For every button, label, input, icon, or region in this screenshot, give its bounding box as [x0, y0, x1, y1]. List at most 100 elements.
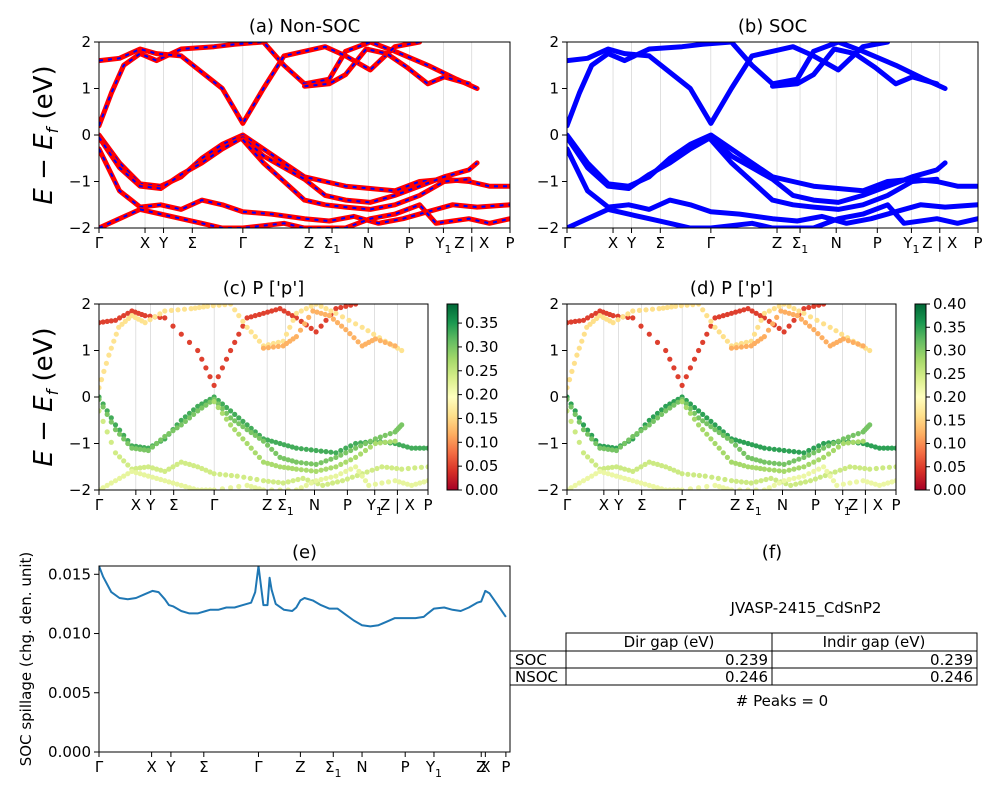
projection-point [757, 444, 763, 450]
projection-point [656, 306, 662, 312]
projection-point [737, 461, 743, 467]
projection-point [712, 422, 718, 428]
panel-e-xticks: Γ X Y Σ Γ Z Σ1 N P Y1 ZX P [95, 752, 510, 780]
projection-point [576, 415, 582, 421]
projection-point [791, 317, 797, 323]
projection-point [798, 480, 804, 486]
xtick-label: P [343, 496, 352, 514]
projection-point [716, 445, 722, 451]
ytick-label: −2 [69, 219, 91, 237]
projection-point [293, 334, 299, 340]
projection-point [223, 356, 230, 362]
projection-point [199, 487, 205, 490]
projection-point [753, 443, 759, 449]
projection-point [158, 467, 164, 473]
projection-point [228, 422, 234, 428]
projection-point [798, 316, 805, 322]
panel-c-points [99, 304, 428, 490]
projection-point [572, 411, 578, 417]
projection-point [659, 411, 665, 417]
projection-point [100, 485, 106, 490]
projection-point [700, 411, 706, 417]
projection-point [240, 318, 246, 324]
xtick-label: Γ [239, 234, 248, 252]
projection-point [758, 317, 764, 323]
projection-point [236, 431, 242, 437]
projection-point [771, 467, 777, 473]
projection-point [260, 487, 267, 490]
projection-point [704, 483, 710, 490]
projection-point [244, 482, 250, 488]
projection-point [298, 446, 304, 452]
projection-point [362, 440, 369, 447]
band-line-soc-overlay [99, 203, 510, 228]
projection-point [638, 323, 644, 329]
band-line [567, 42, 891, 126]
projection-point [289, 444, 295, 450]
projection-point [195, 408, 201, 414]
projection-point [248, 329, 254, 335]
projection-point [646, 422, 652, 428]
projection-point [117, 431, 123, 437]
projection-point [232, 427, 238, 433]
projection-point [219, 486, 225, 490]
panel-b-yticks: 2 1 0 −1 −2 [537, 33, 567, 237]
projection-point [137, 471, 143, 477]
projection-point [659, 407, 665, 413]
projection-point [396, 479, 402, 485]
projection-point [191, 411, 197, 417]
xtick-label: Z [476, 758, 486, 776]
ytick-label: 0.000 [48, 743, 91, 761]
projection-point [585, 454, 591, 460]
projection-point [748, 480, 754, 486]
projection-point [273, 450, 279, 456]
projection-point [761, 445, 768, 451]
projection-point [660, 305, 666, 311]
projection-point [737, 487, 743, 490]
projection-point [192, 305, 198, 311]
projection-point [761, 487, 767, 490]
ytick-label: 1 [549, 80, 559, 98]
projection-point [675, 469, 681, 475]
projection-point [116, 324, 122, 330]
projection-point [728, 438, 735, 444]
projection-point [222, 304, 228, 308]
projection-point [567, 487, 570, 490]
projection-point [215, 404, 221, 411]
projection-point [643, 307, 649, 313]
projection-point [835, 438, 842, 444]
projection-point [811, 450, 817, 456]
panel-c-colorbar [446, 303, 459, 491]
xtick-label: P [891, 496, 900, 514]
projection-point [121, 458, 127, 464]
projection-point [743, 343, 749, 349]
projection-point [338, 447, 344, 454]
table-title: JVASP-2415_CdSnP2 [730, 599, 882, 618]
projection-point [720, 432, 726, 438]
projection-point [348, 447, 354, 454]
projection-point [630, 315, 636, 321]
projection-point [425, 478, 428, 484]
projection-point [112, 450, 119, 456]
projection-point [691, 410, 698, 416]
projection-point [610, 320, 616, 326]
panel-b-bands [567, 42, 978, 228]
projection-point [223, 472, 229, 478]
projection-point [362, 478, 369, 484]
projection-point [847, 464, 853, 470]
projection-point [822, 472, 828, 479]
projection-point [613, 447, 620, 454]
projection-point [377, 440, 383, 446]
projection-point [704, 415, 710, 421]
projection-point [821, 304, 827, 307]
projection-point [667, 487, 673, 490]
projection-point [137, 465, 143, 471]
xtick-label: Z | X [380, 496, 415, 514]
projection-point [343, 459, 349, 465]
projection-point [382, 339, 388, 345]
projection-point [667, 401, 673, 407]
projection-point [365, 328, 371, 334]
projection-point [298, 467, 304, 473]
projection-point [348, 457, 354, 463]
xtick-label: Γ [254, 758, 263, 776]
